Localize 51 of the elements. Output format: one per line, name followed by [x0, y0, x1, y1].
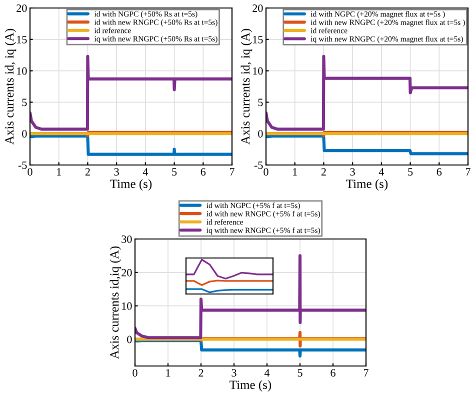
x-tick-label: 5 — [172, 168, 177, 176]
x-tick-label: 7 — [230, 168, 234, 176]
x-tick-label: 3 — [114, 168, 119, 176]
y-tick-label: 15 — [253, 36, 263, 44]
y-tick-label: 20 — [122, 268, 132, 276]
y-tick-label: 20 — [16, 4, 27, 12]
line-series — [30, 54, 232, 131]
x-tick-label: 7 — [466, 168, 470, 176]
y-tick-label: 20 — [252, 4, 263, 12]
x-axis-title: Time (s) — [230, 380, 272, 392]
x-axis-title: Time (s) — [110, 179, 152, 191]
x-tick-label: 4 — [378, 168, 384, 176]
x-tick-label: 3 — [232, 369, 236, 377]
y-axis-title: Axis currents id, iq (A) — [240, 28, 252, 145]
x-tick-label: 4 — [142, 168, 148, 176]
y-tick-label: 10 — [122, 302, 132, 310]
y-tick-label: 15 — [17, 36, 27, 44]
y-axis-title: Axis currents id, iq (A) — [4, 28, 16, 145]
x-tick-label: 4 — [264, 369, 270, 376]
x-tick-label: 3 — [350, 168, 355, 176]
y-tick-label: 0 — [22, 130, 27, 138]
x-tick-label: 2 — [321, 168, 326, 176]
x-tick-label: 6 — [436, 168, 442, 176]
line-series — [135, 254, 366, 340]
x-tick-label: 5 — [408, 168, 413, 176]
x-tick-label: 1 — [57, 168, 61, 176]
x-tick-label: 0 — [28, 168, 32, 176]
x-tick-label: 6 — [330, 369, 336, 377]
y-tick-label: 10 — [17, 67, 27, 75]
x-tick-label: 0 — [132, 369, 138, 377]
y-tick-label: 5 — [258, 98, 263, 106]
x-tick-label: 6 — [200, 168, 206, 176]
y-tick-label: 30 — [122, 235, 132, 243]
y-tick-label: 0 — [127, 336, 132, 344]
y-tick-label: -5 — [254, 162, 263, 169]
y-tick-label: 0 — [258, 130, 263, 138]
y-axis-title: Axis currents id,iq (A) — [110, 246, 122, 359]
x-tick-label: 5 — [298, 369, 302, 377]
y-tick-label: 5 — [22, 98, 27, 106]
x-axis-title: Time (s) — [346, 179, 388, 191]
line-series — [266, 54, 468, 131]
x-tick-label: 0 — [264, 168, 268, 176]
line-series — [30, 132, 232, 156]
x-tick-label: 2 — [198, 369, 204, 376]
line-series — [266, 132, 468, 156]
x-tick-label: 1 — [293, 168, 297, 176]
x-tick-label: 1 — [166, 369, 170, 376]
x-tick-label: 2 — [85, 168, 90, 176]
y-tick-label: -5 — [18, 162, 27, 169]
x-tick-label: 7 — [364, 369, 368, 376]
y-tick-label: 10 — [253, 67, 263, 75]
